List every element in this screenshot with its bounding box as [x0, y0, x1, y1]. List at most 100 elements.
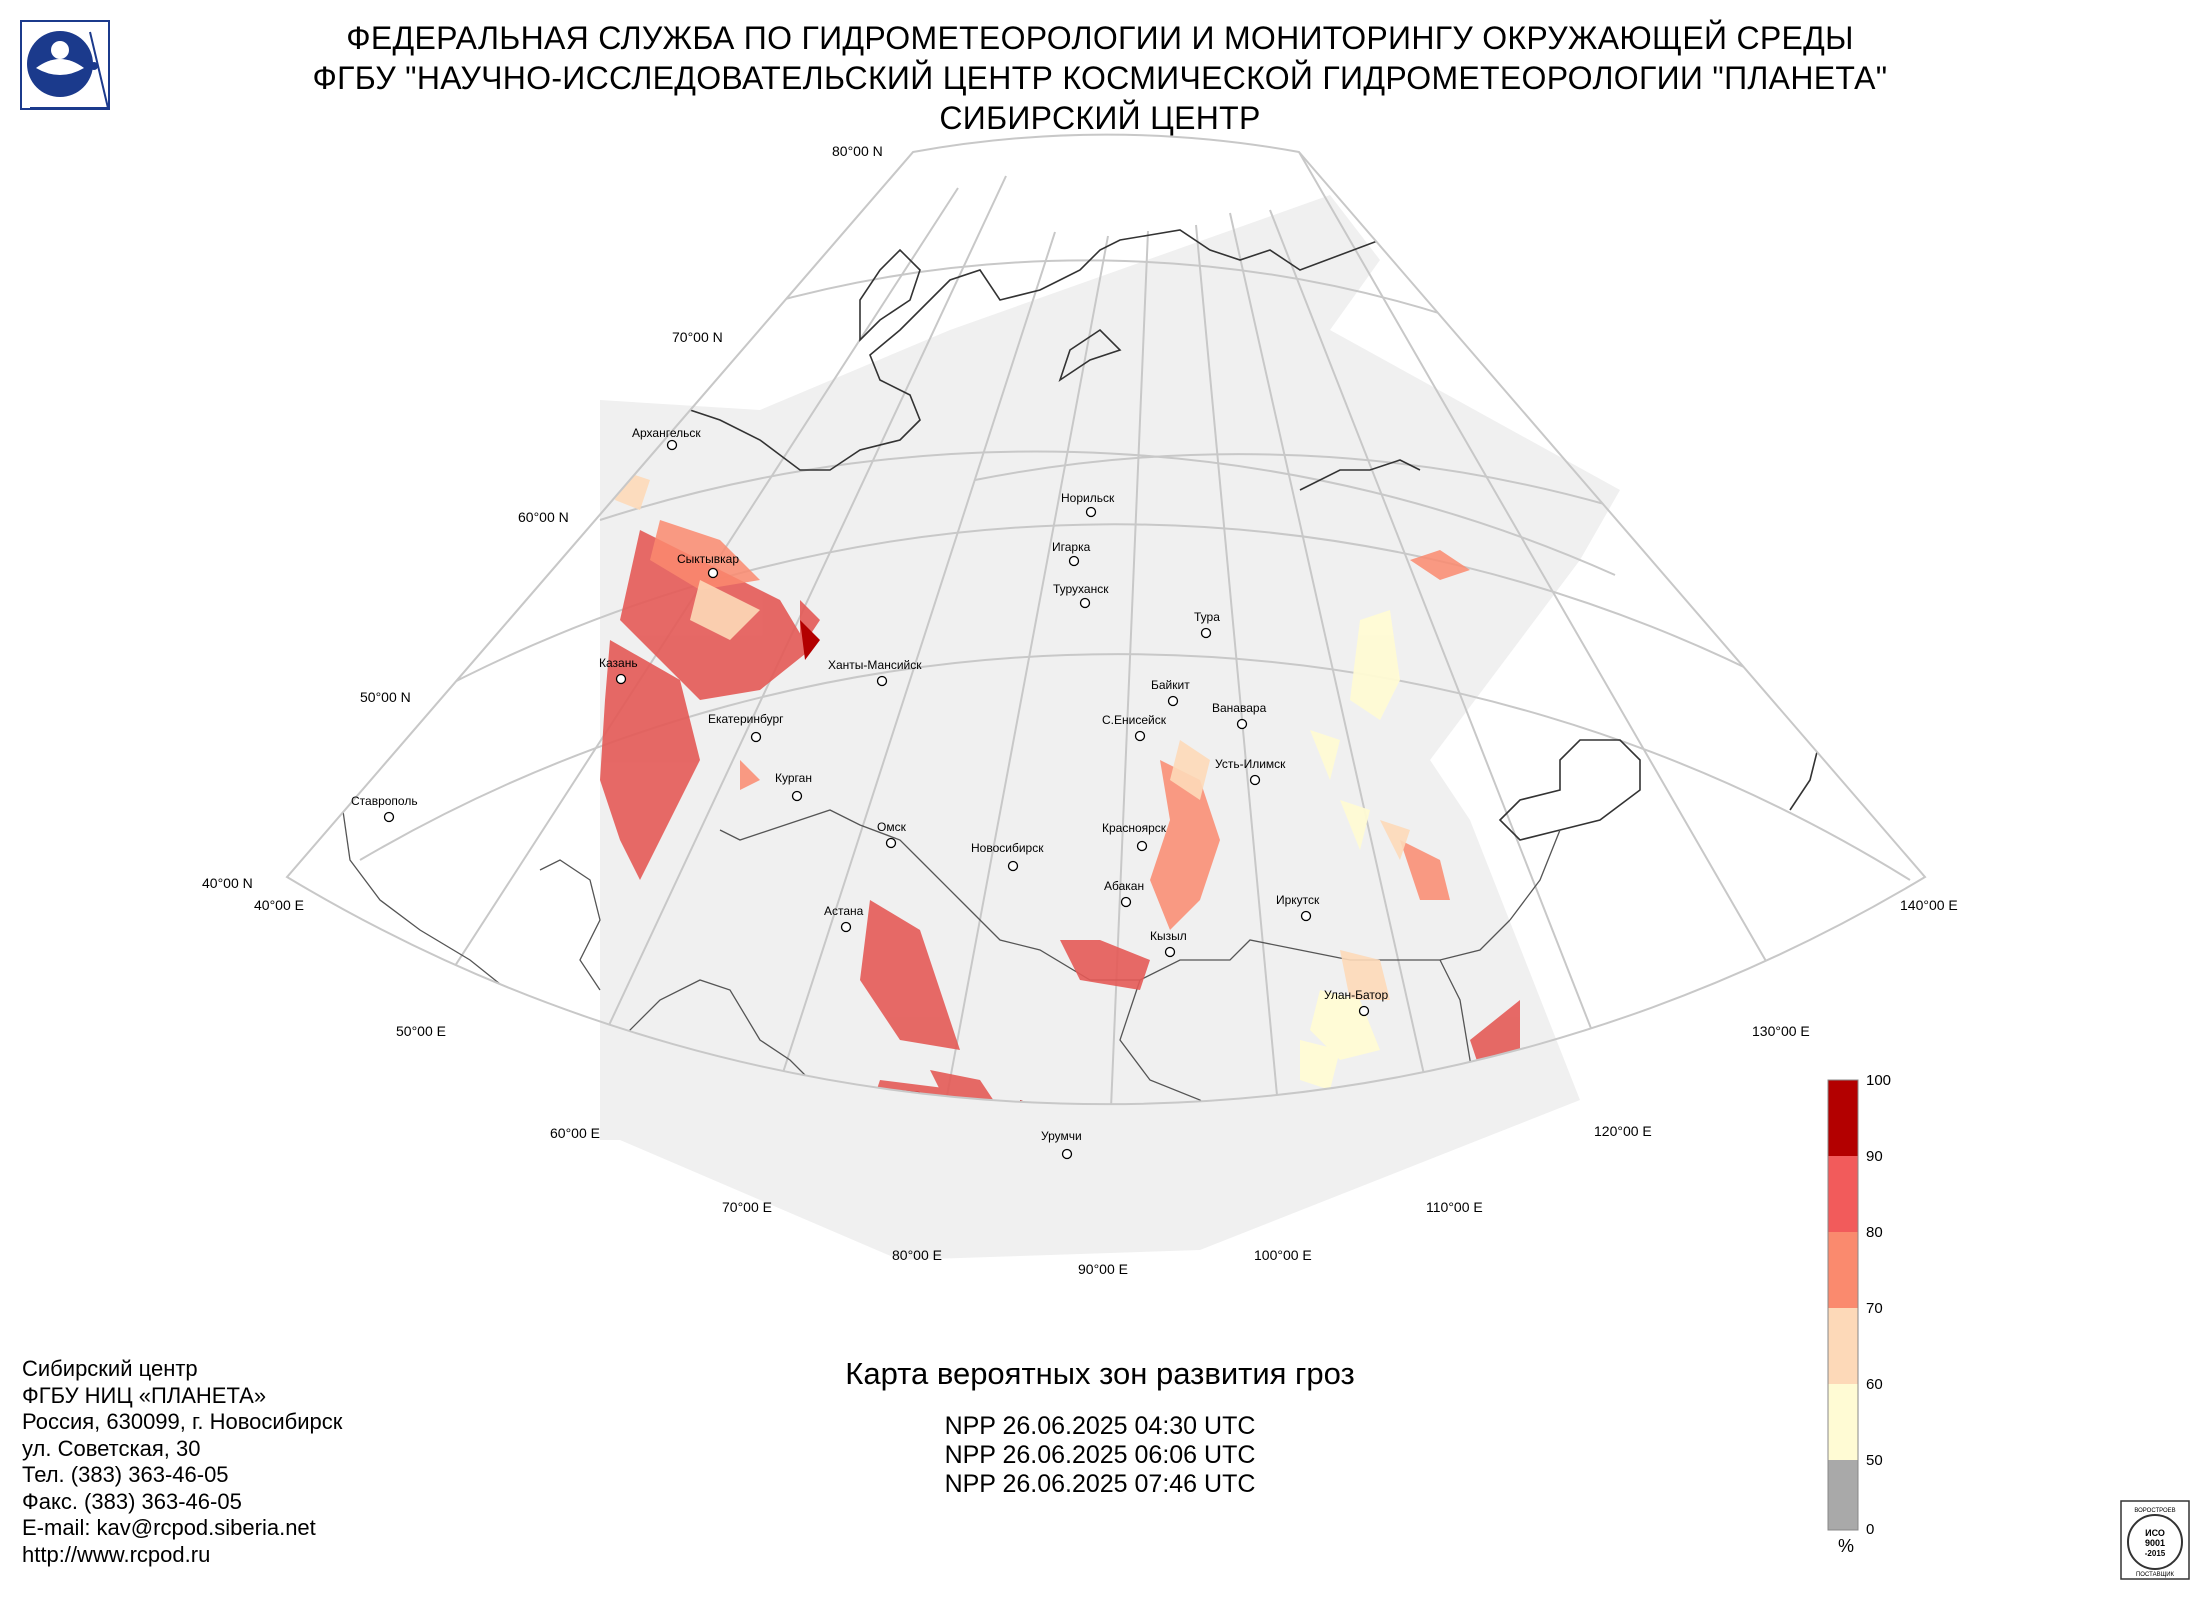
pass-2: NPP 26.06.2025 06:06 UTC	[944, 1441, 1256, 1469]
city-label-seniseisk: С.Енисейск	[1102, 713, 1167, 727]
city-marker-igarka	[1068, 555, 1080, 567]
contact-line-4: ул. Советская, 30	[22, 1435, 201, 1461]
legend-swatch-90-100	[1828, 1080, 1858, 1156]
lon-label-60: 60°00 E	[550, 1125, 600, 1141]
city-label-igarka: Игарка	[1052, 540, 1091, 554]
legend-tick-80: 80	[1866, 1224, 1883, 1241]
city-label-irkutsk: Иркутск	[1276, 893, 1320, 907]
city-marker-syktyvkar	[707, 567, 719, 579]
lon-label-80: 80°00 E	[892, 1247, 942, 1263]
map-title: Карта вероятных зон развития гроз	[845, 1356, 1355, 1391]
contact-email[interactable]: E-mail: kav@rcpod.siberia.net	[22, 1515, 316, 1540]
city-label-ulanbator: Улан-Батор	[1324, 988, 1388, 1002]
city-label-kyzyl: Кызыл	[1150, 929, 1187, 943]
lat-label-80: 80°00 N	[832, 143, 883, 159]
city-marker-abakan	[1120, 896, 1132, 908]
city-label-khanty: Ханты-Мансийск	[828, 658, 922, 672]
iso-badge-line2: 9001	[2145, 1538, 2165, 1548]
legend-tick-0: 0	[1866, 1521, 1874, 1538]
city-label-urumqi: Урумчи	[1041, 1129, 1082, 1143]
iso-badge-line3: -2015	[2145, 1549, 2166, 1558]
header-line-2: ФГБУ "НАУЧНО-ИССЛЕДОВАТЕЛЬСКИЙ ЦЕНТР КОС…	[312, 60, 1888, 96]
legend-tick-60: 60	[1866, 1376, 1883, 1393]
header-line-1: ФЕДЕРАЛЬНАЯ СЛУЖБА ПО ГИДРОМЕТЕОРОЛОГИИ …	[346, 20, 1854, 56]
lon-label-120: 120°00 E	[1594, 1123, 1652, 1139]
lon-label-70: 70°00 E	[722, 1199, 772, 1215]
iso-badge-top: ВОРОСТРОЕВ	[2134, 1508, 2175, 1514]
city-marker-tura	[1200, 627, 1212, 639]
city-label-syktyvkar: Сыктывкар	[677, 552, 739, 566]
lat-label-60: 60°00 N	[518, 509, 569, 525]
header-line-3: СИБИРСКИЙ ЦЕНТР	[939, 100, 1261, 136]
pass-1: NPP 26.06.2025 04:30 UTC	[944, 1412, 1256, 1440]
city-marker-krasnoyarsk	[1136, 840, 1148, 852]
city-label-tura: Тура	[1194, 610, 1220, 624]
legend-swatch-60-70	[1828, 1308, 1858, 1384]
lon-label-140: 140°00 E	[1900, 897, 1958, 913]
city-marker-kurgan	[791, 790, 803, 802]
city-label-turukhansk: Туруханск	[1053, 582, 1109, 596]
city-label-ustilimsk: Усть-Илимск	[1215, 757, 1286, 771]
city-label-krasnoyarsk: Красноярск	[1102, 821, 1167, 835]
city-marker-norilsk	[1085, 506, 1097, 518]
lat-label-40: 40°00 N	[202, 875, 253, 891]
city-label-kurgan: Курган	[775, 771, 812, 785]
city-label-norilsk: Норильск	[1061, 491, 1115, 505]
city-label-baykit: Байкит	[1151, 678, 1190, 692]
lon-label-110: 110°00 E	[1426, 1199, 1483, 1215]
lat-label-70: 70°00 N	[672, 329, 723, 345]
map-frame	[285, 133, 1927, 1106]
legend-tick-100: 100	[1866, 1072, 1891, 1089]
city-marker-arkhangelsk	[666, 439, 678, 451]
city-marker-seniseisk	[1134, 730, 1146, 742]
lat-label-50: 50°00 N	[360, 689, 411, 705]
lon-label-130: 130°00 E	[1752, 1023, 1810, 1039]
city-marker-omsk	[885, 837, 897, 849]
map-caption: Карта вероятных зон развития гроз NPP 26…	[0, 1356, 2200, 1499]
city-marker-astana	[840, 921, 852, 933]
city-marker-ustilimsk	[1249, 774, 1261, 786]
city-marker-urumqi	[1061, 1148, 1073, 1160]
legend-tick-90: 90	[1866, 1148, 1883, 1165]
legend-swatch-0-50	[1828, 1460, 1858, 1530]
city-marker-kyzyl	[1164, 946, 1176, 958]
city-label-vanavara: Ванавара	[1212, 701, 1267, 715]
city-markers: Архангельск Сыктывкар Казань Ханты-Мансийск…	[351, 426, 1388, 1160]
contact-fax: Факс. (383) 363-46-05	[22, 1488, 242, 1514]
planeta-logo	[20, 20, 110, 110]
city-label-astana: Астана	[824, 904, 864, 918]
legend-colorbar: 100 90 80 70 60 50 0 %	[1827, 1072, 1891, 1556]
coverage-area	[600, 195, 1620, 1260]
legend-tick-70: 70	[1866, 1300, 1883, 1317]
city-marker-baykit	[1167, 695, 1179, 707]
city-marker-ulanbator	[1358, 1005, 1370, 1017]
city-marker-vanavara	[1236, 718, 1248, 730]
city-marker-kazan	[615, 673, 627, 685]
page-header: ФЕДЕРАЛЬНАЯ СЛУЖБА ПО ГИДРОМЕТЕОРОЛОГИИ …	[0, 18, 2200, 138]
contact-phone: Тел. (383) 363-46-05	[22, 1462, 229, 1487]
legend-swatch-80-90	[1828, 1156, 1858, 1232]
pass-3: NPP 26.06.2025 07:46 UTC	[944, 1470, 1256, 1498]
city-marker-yekaterinburg	[750, 731, 762, 743]
contact-line-1: Сибирский центр	[22, 1356, 198, 1381]
lon-label-40: 40°00 E	[254, 897, 304, 913]
legend-swatch-70-80	[1828, 1232, 1858, 1308]
contact-line-3: Россия, 630099, г. Новосибирск	[22, 1409, 343, 1434]
contact-block: Сибирский центр ФГБУ НИЦ «ПЛАНЕТА» Росси…	[22, 1356, 342, 1568]
city-marker-irkutsk	[1300, 910, 1312, 922]
city-label-yekaterinburg: Екатеринбург	[708, 712, 784, 726]
city-marker-turukhansk	[1079, 597, 1091, 609]
iso-badge-line1: ИСО	[2145, 1528, 2165, 1538]
lon-label-100: 100°00 E	[1254, 1247, 1312, 1263]
city-label-omsk: Омск	[877, 820, 907, 834]
graticule-parallels	[359, 259, 1911, 881]
satellite-passes: NPP 26.06.2025 04:30 UTC NPP 26.06.2025 …	[0, 1412, 2200, 1499]
city-label-arkhangelsk: Архангельск	[632, 426, 701, 440]
city-label-kazan: Казань	[599, 656, 638, 670]
contact-website[interactable]: http://www.rcpod.ru	[22, 1541, 211, 1567]
legend-tick-50: 50	[1866, 1452, 1883, 1469]
contact-line-2: ФГБУ НИЦ «ПЛАНЕТА»	[22, 1382, 267, 1408]
city-label-stavropol: Ставрополь	[351, 794, 418, 808]
iso-badge-bottom: ПОСТАВЩИК	[2136, 1572, 2175, 1578]
